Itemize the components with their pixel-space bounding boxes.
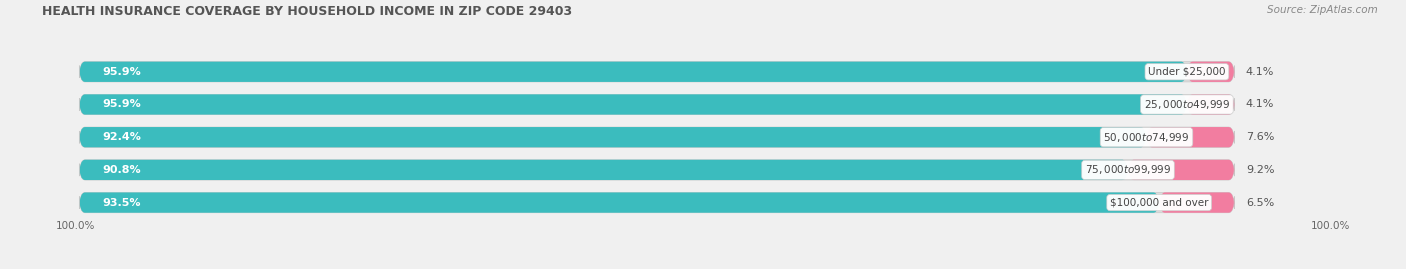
FancyBboxPatch shape <box>79 94 1234 115</box>
FancyBboxPatch shape <box>1187 62 1234 82</box>
Text: Under $25,000: Under $25,000 <box>1149 67 1226 77</box>
Text: 92.4%: 92.4% <box>103 132 142 142</box>
FancyBboxPatch shape <box>79 127 1146 147</box>
FancyBboxPatch shape <box>79 192 1234 213</box>
FancyBboxPatch shape <box>1159 192 1234 213</box>
Text: HEALTH INSURANCE COVERAGE BY HOUSEHOLD INCOME IN ZIP CODE 29403: HEALTH INSURANCE COVERAGE BY HOUSEHOLD I… <box>42 5 572 18</box>
FancyBboxPatch shape <box>79 160 1128 180</box>
Text: 100.0%: 100.0% <box>1310 221 1350 231</box>
Text: 7.6%: 7.6% <box>1246 132 1274 142</box>
Text: 100.0%: 100.0% <box>56 221 96 231</box>
Text: $25,000 to $49,999: $25,000 to $49,999 <box>1143 98 1230 111</box>
Text: 93.5%: 93.5% <box>103 198 141 208</box>
Text: 95.9%: 95.9% <box>103 67 141 77</box>
Text: 90.8%: 90.8% <box>103 165 141 175</box>
Text: $50,000 to $74,999: $50,000 to $74,999 <box>1104 131 1189 144</box>
Text: Source: ZipAtlas.com: Source: ZipAtlas.com <box>1267 5 1378 15</box>
FancyBboxPatch shape <box>79 62 1234 82</box>
Text: 95.9%: 95.9% <box>103 100 141 109</box>
Text: $100,000 and over: $100,000 and over <box>1109 198 1208 208</box>
FancyBboxPatch shape <box>79 127 1234 147</box>
FancyBboxPatch shape <box>79 62 1187 82</box>
FancyBboxPatch shape <box>1146 127 1234 147</box>
Text: 4.1%: 4.1% <box>1246 67 1274 77</box>
Text: 4.1%: 4.1% <box>1246 100 1274 109</box>
FancyBboxPatch shape <box>1187 94 1234 115</box>
FancyBboxPatch shape <box>79 160 1234 180</box>
FancyBboxPatch shape <box>1128 160 1234 180</box>
FancyBboxPatch shape <box>79 94 1187 115</box>
Text: $75,000 to $99,999: $75,000 to $99,999 <box>1085 163 1171 176</box>
Text: 9.2%: 9.2% <box>1246 165 1274 175</box>
FancyBboxPatch shape <box>79 192 1159 213</box>
Text: 6.5%: 6.5% <box>1246 198 1274 208</box>
